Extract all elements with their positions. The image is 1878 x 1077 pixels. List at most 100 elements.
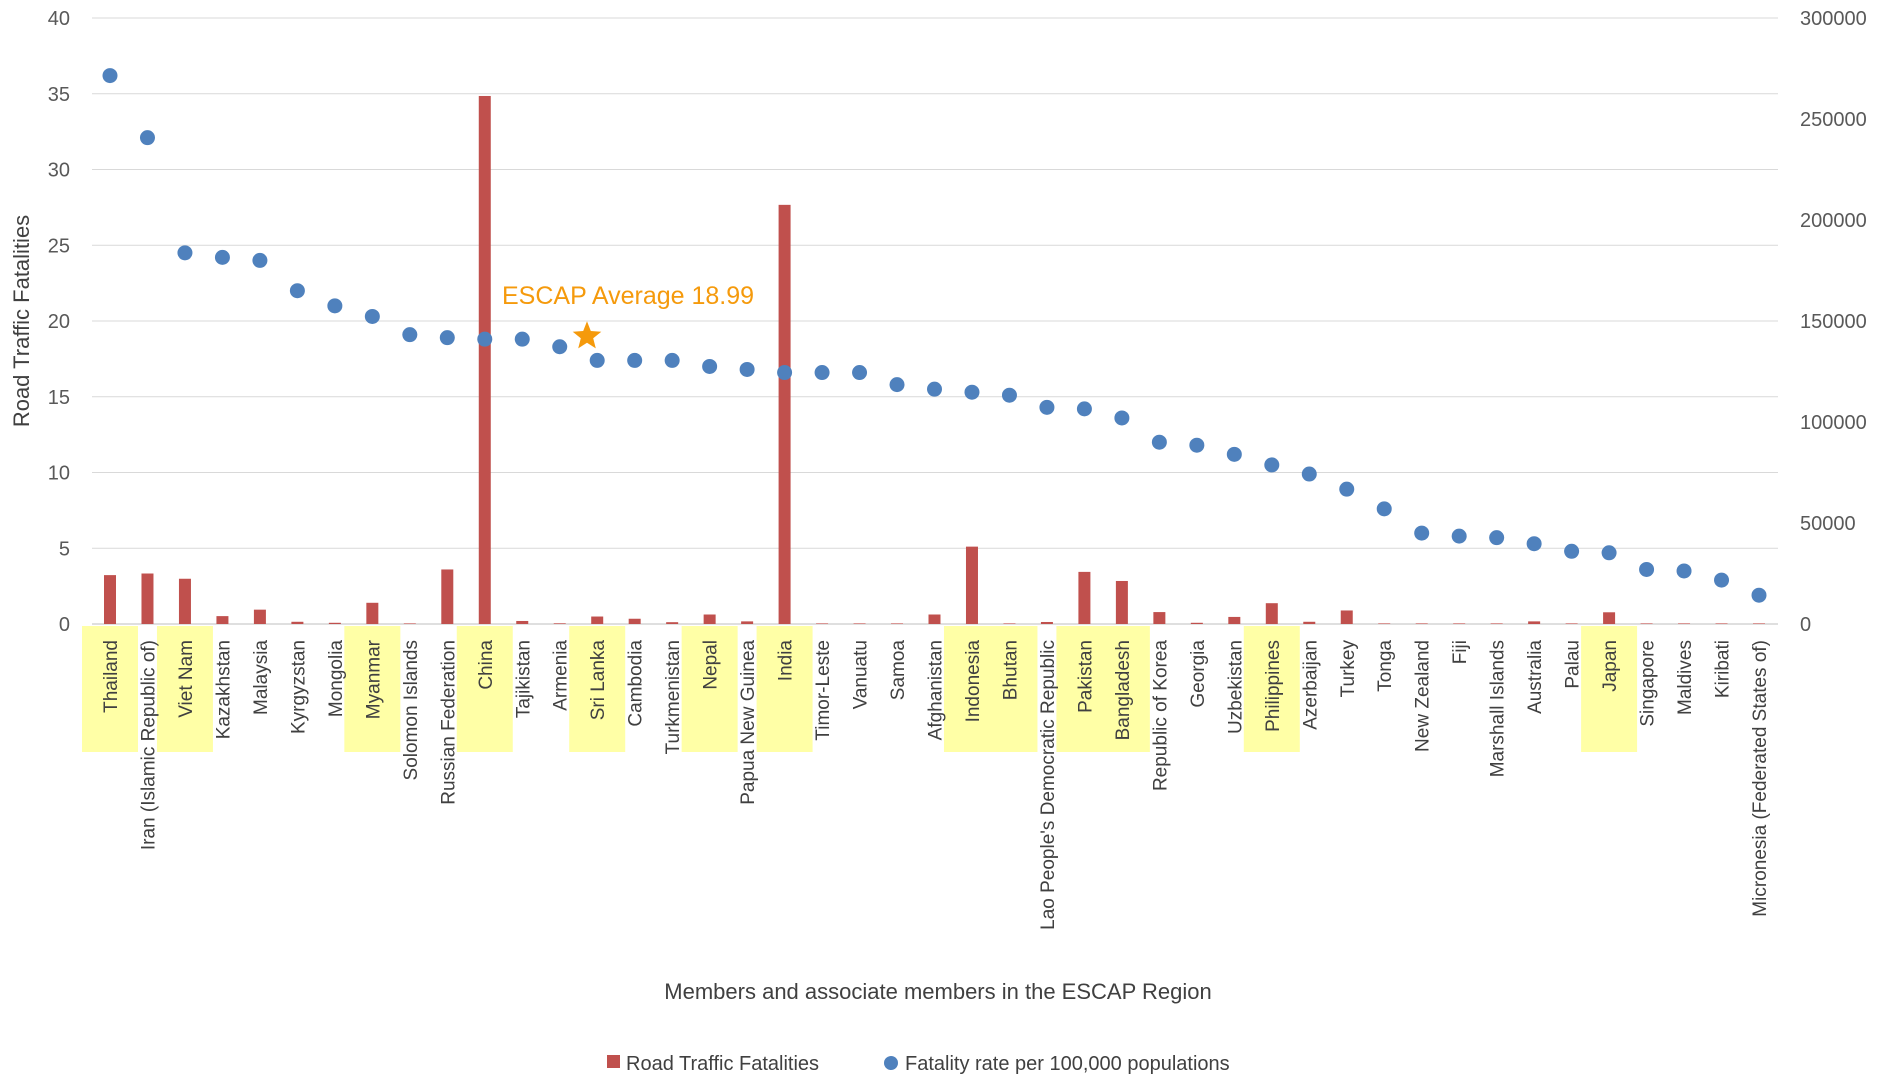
category-label-uzbekistan: Uzbekistan xyxy=(1225,640,1246,734)
category-label-maldives: Maldives xyxy=(1675,640,1696,715)
category-label-tajikistan: Tajikistan xyxy=(513,640,534,718)
left-axis-ticks: 0 5 10 15 20 25 30 35 40 xyxy=(48,8,70,636)
bar-azerbaijan xyxy=(1303,621,1316,624)
bar-malaysia xyxy=(253,609,266,624)
point-new-zealand xyxy=(1414,525,1430,541)
bar-pakistan xyxy=(1078,571,1091,624)
point-lao-people-s-democratic-republic xyxy=(1039,399,1055,415)
bar-samoa xyxy=(891,623,904,624)
category-label-japan: Japan xyxy=(1600,640,1621,692)
bar-armenia xyxy=(553,623,566,624)
category-label-new-zealand: New Zealand xyxy=(1413,640,1434,752)
category-label-myanmar: Myanmar xyxy=(363,639,384,719)
point-solomon-islands xyxy=(402,327,418,343)
category-label-fiji: Fiji xyxy=(1450,640,1471,664)
category-label-solomon-islands: Solomon Islands xyxy=(401,640,422,780)
point-republic-of-korea xyxy=(1151,434,1167,450)
bar-china xyxy=(478,95,491,625)
bar-papua-new-guinea xyxy=(741,621,754,624)
category-label-singapore: Singapore xyxy=(1638,640,1659,727)
y2-tick-label: 150000 xyxy=(1800,311,1867,333)
highlight-sri-lanka xyxy=(569,626,626,752)
bar-thailand xyxy=(104,575,116,624)
legend-swatch-bars xyxy=(607,1055,620,1068)
category-label-australia: Australia xyxy=(1525,640,1546,714)
point-pakistan xyxy=(1076,401,1092,417)
category-label-micronesia-federated-states-of: Micronesia (Federated States of) xyxy=(1750,640,1771,917)
point-philippines xyxy=(1264,457,1280,473)
bar-lao-people-s-democratic-republic xyxy=(1040,621,1053,624)
highlight-myanmar xyxy=(344,626,401,752)
legend-swatch-points xyxy=(884,1056,898,1070)
bar-kiribati xyxy=(1715,623,1728,624)
category-labels: Thailand Iran (Islamic Republic of) Viet N… xyxy=(101,639,1771,930)
point-indonesia xyxy=(964,384,980,400)
category-label-iran-islamic-republic-of: Iran (Islamic Republic of) xyxy=(138,640,159,850)
highlight-viet-nam xyxy=(156,626,213,752)
bar-australia xyxy=(1528,621,1541,624)
point-mongolia xyxy=(327,298,343,314)
category-label-bangladesh: Bangladesh xyxy=(1113,640,1134,740)
x-axis-title: Members and associate members in the ESC… xyxy=(664,979,1211,1004)
y-tick-label: 15 xyxy=(48,387,70,409)
category-label-republic-of-korea: Republic of Korea xyxy=(1150,640,1171,791)
bar-singapore xyxy=(1640,623,1653,624)
point-maldives xyxy=(1676,563,1692,579)
bar-micronesia-federated-states-of xyxy=(1753,623,1765,624)
category-label-turkmenistan: Turkmenistan xyxy=(663,640,684,754)
y-tick-label: 5 xyxy=(59,538,70,560)
point-myanmar xyxy=(364,308,380,324)
category-label-mongolia: Mongolia xyxy=(326,640,347,718)
category-label-sri-lanka: Sri Lanka xyxy=(588,640,609,721)
bar-nepal xyxy=(703,614,716,624)
point-kiribati xyxy=(1714,572,1730,588)
y-tick-label: 10 xyxy=(48,463,70,485)
category-label-china: China xyxy=(476,640,497,690)
bar-kazakhstan xyxy=(216,616,229,624)
legend-label-bars: Road Traffic Fatalities xyxy=(626,1053,819,1075)
point-cambodia xyxy=(627,352,643,368)
category-label-kiribati: Kiribati xyxy=(1713,640,1734,698)
category-label-kazakhstan: Kazakhstan xyxy=(213,640,234,739)
point-afghanistan xyxy=(927,381,942,397)
bar-republic-of-korea xyxy=(1153,612,1166,624)
bar-uzbekistan xyxy=(1228,616,1241,624)
point-papua-new-guinea xyxy=(739,361,755,377)
category-label-philippines: Philippines xyxy=(1263,640,1284,732)
category-label-georgia: Georgia xyxy=(1188,640,1209,708)
point-timor-leste xyxy=(814,365,830,381)
point-china xyxy=(477,331,493,347)
bar-marshall-islands xyxy=(1490,623,1503,624)
point-iran-islamic-republic-of xyxy=(139,130,155,146)
category-label-kyrgyzstan: Kyrgyzstan xyxy=(288,640,309,734)
point-thailand xyxy=(102,68,118,84)
bar-russian-federation xyxy=(441,569,454,624)
bar-series xyxy=(104,95,1765,625)
bar-vanuatu xyxy=(853,623,866,624)
category-label-lao-people-s-democratic-republic: Lao People's Democratic Republic xyxy=(1038,640,1059,930)
category-label-papua-new-guinea: Papua New Guinea xyxy=(738,640,759,805)
point-turkmenistan xyxy=(664,352,680,368)
bar-viet-nam xyxy=(178,578,191,624)
average-label: ESCAP Average 18.99 xyxy=(502,282,754,310)
category-label-azerbaijan: Azerbaijan xyxy=(1300,640,1321,730)
highlight-china xyxy=(456,626,513,752)
bar-kyrgyzstan xyxy=(291,621,304,624)
bar-myanmar xyxy=(366,602,379,624)
right-axis-ticks: 0 50000 100000 150000 200000 250000 300000 xyxy=(1800,8,1867,636)
y2-tick-label: 200000 xyxy=(1800,210,1867,232)
point-kyrgyzstan xyxy=(289,283,305,299)
bar-mongolia xyxy=(328,622,341,624)
category-label-viet-nam: Viet Nam xyxy=(176,640,197,718)
bar-bhutan xyxy=(1003,623,1016,624)
bar-turkmenistan xyxy=(666,622,679,624)
legend-label-points: Fatality rate per 100,000 populations xyxy=(905,1053,1230,1075)
bar-turkey xyxy=(1340,610,1353,624)
point-micronesia-federated-states-of xyxy=(1751,587,1767,603)
bar-japan xyxy=(1603,612,1616,624)
point-samoa xyxy=(889,377,905,393)
bar-afghanistan xyxy=(928,614,941,624)
point-azerbaijan xyxy=(1301,466,1317,482)
y2-tick-label: 250000 xyxy=(1800,109,1867,131)
